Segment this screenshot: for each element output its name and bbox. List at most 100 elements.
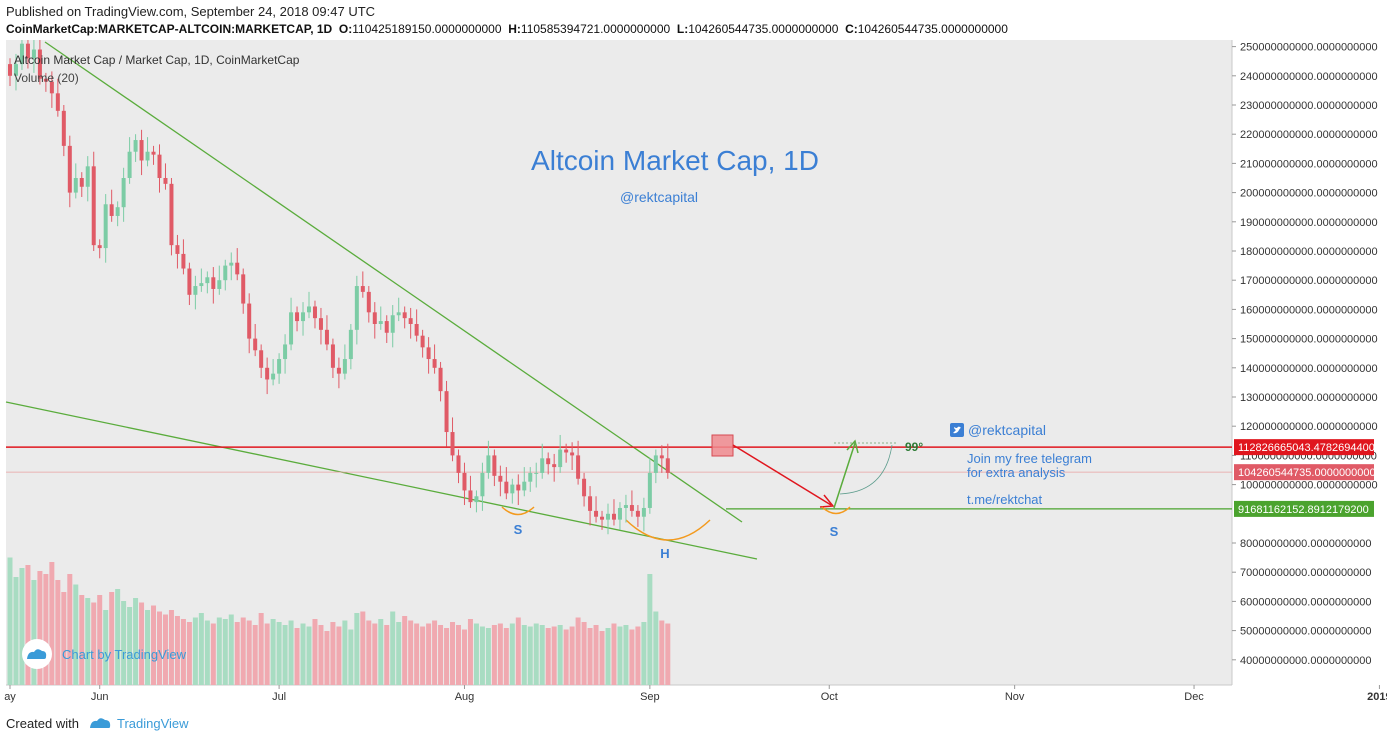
volume-legend[interactable]: Volume (20) <box>14 71 79 85</box>
volume-bar <box>288 620 294 685</box>
time-tick-label: 2019 <box>1367 691 1387 703</box>
price-tick-label: 160000000000.0000000000 <box>1240 304 1378 316</box>
volume-bar <box>73 584 79 685</box>
price-tick-label: 200000000000.0000000000 <box>1240 188 1378 200</box>
descending-trendline <box>44 41 743 523</box>
candle-body <box>498 475 503 482</box>
projection-up-arrowhead <box>846 439 859 454</box>
candle-body <box>546 458 551 465</box>
candle-body <box>354 286 359 330</box>
volume-bar <box>61 592 67 685</box>
volume-bar <box>312 619 318 685</box>
price-tag-last-label: 104260544735.0000000000 <box>1238 467 1376 479</box>
projection-down-arrowhead <box>819 494 835 508</box>
time-axis[interactable] <box>6 685 1232 707</box>
candle-body <box>67 145 72 193</box>
candle-body <box>450 432 455 456</box>
candle-body <box>312 306 317 319</box>
candle-body <box>420 335 425 348</box>
price-axis[interactable] <box>1232 40 1387 685</box>
volume-bar <box>551 626 557 685</box>
high-label: H: <box>508 22 521 36</box>
volume-bar <box>491 625 497 685</box>
candle-body <box>653 455 658 473</box>
projection-down-arrow <box>732 444 832 506</box>
candle-body <box>647 472 652 508</box>
volume-bar <box>103 610 109 685</box>
telegram-line2: for extra analysis <box>967 465 1066 480</box>
volume-bar <box>234 622 240 685</box>
price-tick-label: 180000000000.0000000000 <box>1240 246 1378 258</box>
candle-body <box>31 49 36 59</box>
twitter-handle[interactable]: @rektcapital <box>968 422 1046 438</box>
candle-body <box>582 478 587 497</box>
volume-bar <box>575 617 581 685</box>
price-tick-label: 220000000000.0000000000 <box>1240 129 1378 141</box>
candle-body <box>187 268 192 295</box>
candle-body <box>486 455 491 473</box>
volume-bar <box>360 611 366 685</box>
close-label: C: <box>845 22 858 36</box>
candle-body <box>594 510 599 517</box>
price-ticks: 250000000000.0000000000 240000000000.0000… <box>1232 42 1378 667</box>
volume-bar <box>384 625 390 685</box>
candle-body <box>283 344 288 360</box>
price-tick-label: 130000000000.0000000000 <box>1240 392 1378 404</box>
volume-bar <box>563 629 569 685</box>
candle-body <box>348 329 353 360</box>
price-chart[interactable]: 250000000000.0000000000 240000000000.0000… <box>0 40 1387 707</box>
candle-body <box>641 507 646 517</box>
volume-bar <box>204 620 210 685</box>
candle-body <box>510 484 515 494</box>
candle-body <box>307 306 311 313</box>
tradingview-watermark[interactable]: Chart by TradingView <box>22 639 187 669</box>
candle-body <box>115 207 120 216</box>
twitter-icon <box>950 423 964 437</box>
candle-body <box>468 490 473 503</box>
candle-body <box>169 183 174 246</box>
price-tick-label: 240000000000.0000000000 <box>1240 71 1378 83</box>
volume-bar <box>210 623 216 685</box>
price-tag-resistance <box>1234 439 1374 456</box>
volume-bar <box>55 580 61 685</box>
volume-bar <box>336 626 342 685</box>
candle-body <box>247 303 252 339</box>
volume-bar <box>438 625 444 685</box>
volume-bar <box>461 629 467 685</box>
candle-body <box>552 464 557 468</box>
candle-body <box>175 245 180 254</box>
series-legend[interactable]: Altcoin Market Cap / Market Cap, 1D, Coi… <box>14 53 300 67</box>
time-ticks: ay Jun Jul Aug Sep Oct Nov Dec 2019 <box>4 685 1387 703</box>
volume-bar <box>300 623 306 685</box>
volume-bar <box>527 626 533 685</box>
candle-body <box>528 472 533 482</box>
volume-bar <box>390 611 396 685</box>
volume-bar <box>611 623 617 685</box>
tradingview-brand-link[interactable]: TradingView <box>117 716 189 731</box>
candle-body <box>301 312 306 322</box>
candle-body <box>157 154 162 178</box>
volume-bar <box>408 620 414 685</box>
chart-pane[interactable] <box>6 40 1232 685</box>
volume-bar <box>216 617 222 685</box>
candle-body <box>199 283 204 287</box>
angle-ray <box>833 442 856 509</box>
volume-bar <box>25 565 31 685</box>
candle-body <box>43 78 48 82</box>
volume-bar <box>162 614 168 685</box>
candle-body <box>193 286 198 295</box>
volume-bar <box>450 622 456 685</box>
candle-body <box>259 350 264 368</box>
angle-label: 99° <box>905 440 923 454</box>
volume-bar <box>426 623 432 685</box>
volume-bar <box>174 616 180 685</box>
candle-body <box>408 318 413 324</box>
volume-bar <box>665 623 671 685</box>
candle-body <box>8 64 12 76</box>
low-value: 104260544735.0000000000 <box>688 22 839 36</box>
price-tick-label: 250000000000.0000000000 <box>1240 42 1378 54</box>
cloud-icon <box>27 649 47 659</box>
telegram-link[interactable]: t.me/rektchat <box>967 492 1043 507</box>
candle-body <box>318 318 323 330</box>
right-shoulder-label: S <box>830 524 839 539</box>
